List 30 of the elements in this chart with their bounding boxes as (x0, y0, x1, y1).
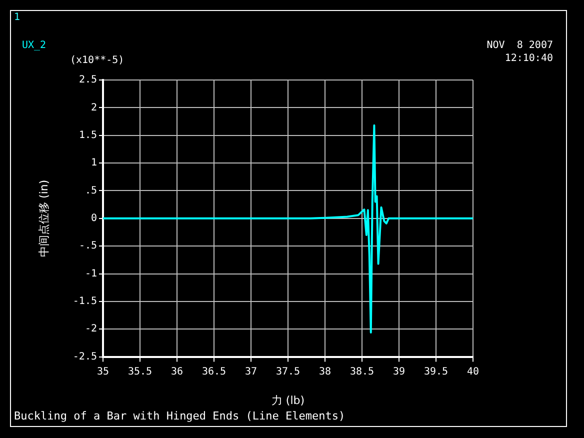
text: (x10**-5) (70, 55, 124, 67)
x-tick-label: 36 (170, 366, 184, 378)
y-tick-label: -1.5 (72, 296, 97, 308)
x-tick-label: 37 (244, 366, 258, 378)
x-axis-title: 力 (lb) (271, 394, 305, 408)
text: UX_2 (22, 40, 46, 52)
text: NOV 8 2007 (486, 40, 553, 52)
y-tick-label: -1 (84, 268, 97, 280)
y-tick-label: 1 (90, 158, 97, 169)
y-tick-label: -2 (84, 324, 97, 335)
y-tick-label: -.5 (78, 240, 97, 252)
x-tick-label: 38 (318, 366, 332, 378)
x-tick-label: 36.5 (202, 366, 226, 378)
x-tick-label: 35.5 (128, 366, 152, 378)
y-tick-label: 0 (90, 212, 97, 224)
text: Buckling of a Bar with Hinged Ends (Line Elements) (14, 409, 346, 422)
x-tick-label: 39 (392, 366, 406, 378)
y-tick-label: 2 (90, 102, 97, 114)
y-axis-title: 中间点位移 (in) (37, 180, 50, 257)
y-tick-label: 1.5 (78, 130, 97, 141)
x-tick-label: 40 (466, 366, 480, 378)
y-tick-label: 2.5 (78, 74, 97, 86)
text: 12:10:40 (504, 53, 553, 65)
y-tick-label: -2.5 (72, 351, 97, 362)
x-tick-label: 38.5 (350, 366, 374, 378)
y-tick-label: .5 (84, 185, 97, 196)
x-tick-label: 37.5 (276, 366, 300, 378)
text: 1 (14, 12, 20, 24)
x-tick-label: 39.5 (424, 366, 448, 378)
x-tick-label: 35 (96, 366, 110, 378)
